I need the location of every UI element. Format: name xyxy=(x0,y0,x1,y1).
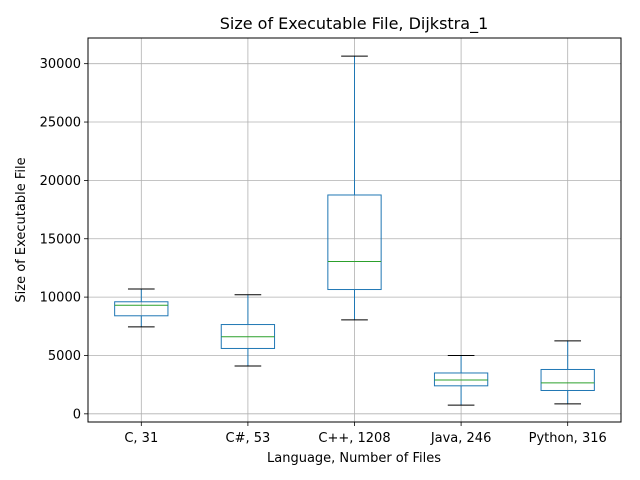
y-tick-label: 5000 xyxy=(48,349,81,364)
boxes xyxy=(114,55,595,406)
box-3 xyxy=(327,55,382,321)
y-tick-label: 20000 xyxy=(40,174,81,189)
box-5 xyxy=(540,340,595,405)
iqr-box xyxy=(327,194,382,291)
plot-area-frame xyxy=(87,37,622,423)
y-tick-label: 0 xyxy=(73,407,81,422)
x-tick-label: C#, 53 xyxy=(226,431,271,446)
iqr-box xyxy=(114,301,169,317)
y-tick-label: 25000 xyxy=(40,116,81,131)
box-1 xyxy=(114,288,169,328)
box-4 xyxy=(433,354,489,406)
y-axis-label: Size of Executable File xyxy=(14,157,29,302)
ticks: 0 5000 10000 15000 20000 25000 30000 C, 31 C#, 5… xyxy=(40,57,607,446)
x-tick-label: Python, 316 xyxy=(529,431,607,446)
x-tick-label: C++, 1208 xyxy=(318,431,390,446)
x-tick-label: C, 31 xyxy=(124,431,158,446)
chart-title: Size of Executable File, Dijkstra_1 xyxy=(220,14,489,34)
x-tick-label: Java, 246 xyxy=(430,431,492,446)
iqr-box xyxy=(540,368,595,391)
x-axis-label: Language, Number of Files xyxy=(267,451,441,466)
y-tick-label: 15000 xyxy=(40,232,81,247)
y-tick-label: 10000 xyxy=(40,291,81,306)
box-2 xyxy=(220,294,276,367)
y-tick-label: 30000 xyxy=(40,57,81,72)
iqr-box xyxy=(433,372,489,387)
